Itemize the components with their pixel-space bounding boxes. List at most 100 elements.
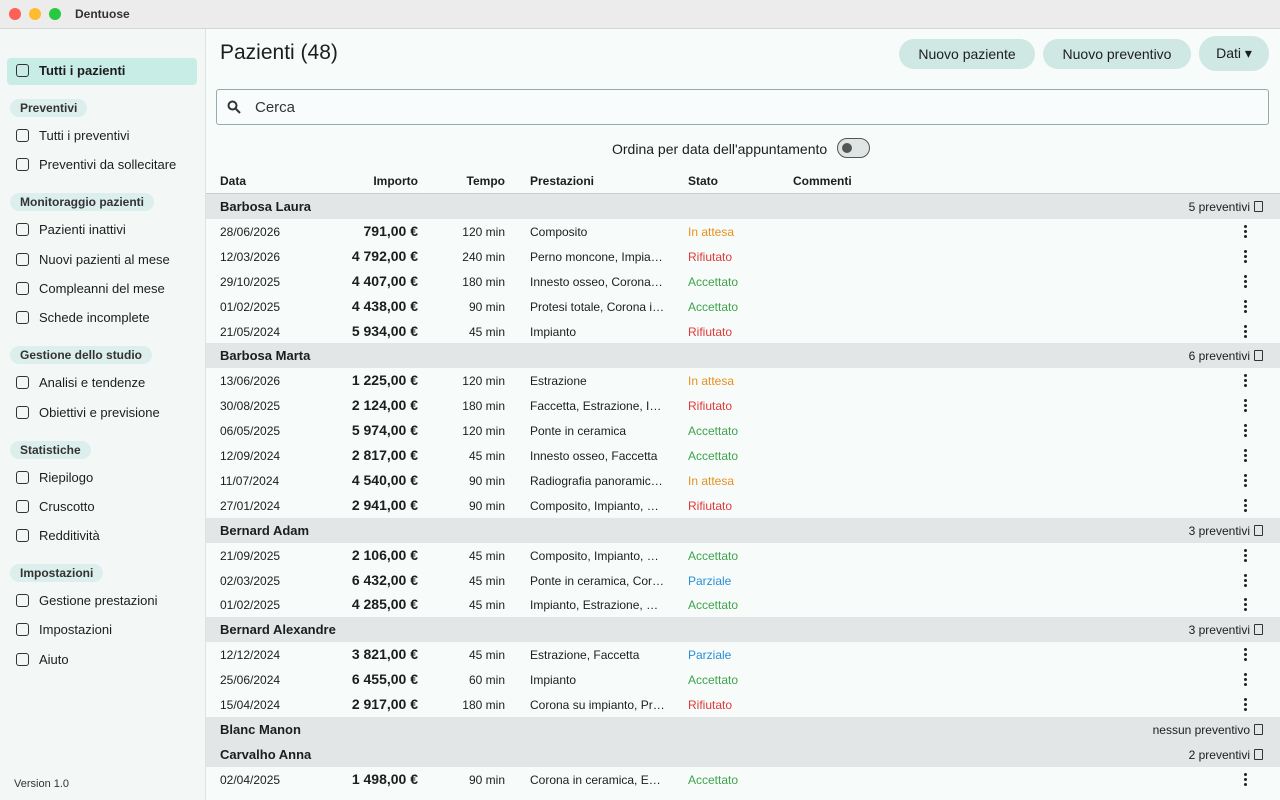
- row-menu[interactable]: [1244, 324, 1248, 339]
- status: Accettato: [688, 424, 739, 439]
- date: 25/06/2024: [220, 673, 281, 688]
- row-menu[interactable]: [1244, 548, 1248, 563]
- nav-item[interactable]: Analisi e tendenze: [39, 375, 146, 391]
- date: 30/08/2025: [220, 399, 281, 414]
- minimize-button[interactable]: [29, 8, 41, 20]
- services: Protesi totale, Corona i…: [530, 299, 665, 314]
- row-menu[interactable]: [1244, 498, 1248, 513]
- row-menu[interactable]: [1244, 224, 1248, 239]
- nav-icon: [16, 252, 29, 266]
- row-menu[interactable]: [1244, 673, 1248, 687]
- nav-item[interactable]: Riepilogo: [39, 469, 94, 485]
- delete-icon[interactable]: [1254, 350, 1263, 362]
- amount: 6 432,00 €: [351, 571, 418, 588]
- nav-item[interactable]: Schede incomplete: [39, 310, 150, 326]
- status: Accettato: [688, 449, 739, 463]
- row-menu[interactable]: [1244, 648, 1248, 662]
- amount: 2 941,00 €: [351, 496, 418, 513]
- date: 12/09/2024: [220, 449, 281, 463]
- nav-item[interactable]: Tutti i preventivi: [39, 128, 130, 143]
- row-menu[interactable]: [1244, 274, 1248, 289]
- menu-dot: [1244, 678, 1247, 682]
- duration: 45 min: [468, 548, 505, 563]
- amount: 5 934,00 €: [351, 322, 418, 339]
- duration: 45 min: [468, 648, 505, 663]
- nav-item[interactable]: Obiettivi e previsione: [39, 404, 160, 420]
- duration: 90 min: [468, 473, 505, 488]
- row-menu[interactable]: [1244, 249, 1248, 264]
- nav-item[interactable]: Preventivi da sollecitare: [39, 157, 177, 173]
- row-menu[interactable]: [1244, 598, 1248, 612]
- menu-dot: [1244, 608, 1247, 612]
- patient-name[interactable]: Barbosa Marta: [220, 348, 311, 364]
- new-patient-button[interactable]: Nuovo paziente: [899, 39, 1035, 69]
- nav-item[interactable]: Gestione prestazioni: [39, 593, 158, 609]
- status: Accettato: [688, 772, 739, 787]
- delete-icon[interactable]: [1254, 748, 1263, 760]
- menu-dot: [1244, 324, 1247, 328]
- close-button[interactable]: [9, 8, 21, 20]
- column-header: Data: [220, 174, 247, 188]
- duration: 180 min: [462, 399, 505, 414]
- row-menu[interactable]: [1244, 449, 1248, 463]
- nav-icon: [16, 623, 29, 637]
- nav-icon: [16, 158, 29, 172]
- menu-dot: [1244, 508, 1247, 512]
- menu-dot: [1244, 772, 1247, 776]
- row-menu[interactable]: [1244, 698, 1248, 712]
- row-menu[interactable]: [1244, 772, 1248, 787]
- status: Accettato: [688, 299, 739, 314]
- menu-dot: [1244, 379, 1247, 383]
- nav-item[interactable]: Compleanni del mese: [39, 280, 165, 296]
- amount: 1 498,00 €: [351, 770, 418, 787]
- search-box[interactable]: Cerca: [216, 89, 1269, 125]
- patient-group-header: [206, 517, 1280, 543]
- menu-dot: [1244, 424, 1247, 428]
- patient-name[interactable]: Barbosa Laura: [220, 199, 312, 214]
- nav-item[interactable]: Aiuto: [39, 651, 69, 667]
- status: In attesa: [688, 224, 735, 239]
- patient-name[interactable]: Bernard Alexandre: [220, 622, 336, 638]
- patient-name[interactable]: Bernard Adam: [220, 522, 310, 538]
- amount: 4 438,00 €: [351, 297, 418, 314]
- services: Ponte in ceramica: [530, 424, 627, 439]
- menu-dot: [1244, 583, 1247, 587]
- sort-toggle[interactable]: [837, 138, 870, 158]
- row-menu[interactable]: [1244, 374, 1248, 388]
- data-menu-button[interactable]: Dati ▾: [1199, 36, 1269, 71]
- nav-item[interactable]: Tutti i pazienti: [39, 63, 126, 78]
- duration: 90 min: [468, 772, 505, 787]
- nav-icon: [16, 652, 29, 666]
- status: Rifiutato: [688, 399, 733, 414]
- date: 12/03/2026: [220, 249, 281, 264]
- menu-dot: [1244, 449, 1247, 452]
- delete-icon[interactable]: [1254, 624, 1263, 636]
- nav-item[interactable]: Pazienti inattivi: [39, 222, 126, 238]
- menu-dot: [1244, 548, 1247, 552]
- status: Rifiutato: [688, 249, 733, 264]
- nav-item[interactable]: Cruscotto: [39, 498, 95, 514]
- nav-item[interactable]: Redditività: [39, 528, 100, 544]
- menu-dot: [1244, 459, 1247, 462]
- duration: 120 min: [462, 374, 505, 389]
- amount: 791,00 €: [363, 222, 419, 239]
- date: 21/09/2025: [220, 548, 281, 563]
- menu-dot: [1244, 334, 1247, 338]
- delete-icon[interactable]: [1254, 201, 1263, 212]
- patient-name[interactable]: Blanc Manon: [220, 721, 301, 737]
- row-menu[interactable]: [1244, 473, 1248, 488]
- nav-item[interactable]: Impostazioni: [39, 622, 112, 638]
- row-menu[interactable]: [1244, 399, 1248, 413]
- row-menu[interactable]: [1244, 573, 1248, 588]
- zoom-button[interactable]: [49, 8, 61, 20]
- status: Rifiutato: [688, 498, 733, 513]
- row-menu[interactable]: [1244, 424, 1248, 438]
- delete-icon[interactable]: [1254, 723, 1263, 735]
- new-quote-button[interactable]: Nuovo preventivo: [1043, 39, 1191, 69]
- delete-icon[interactable]: [1254, 524, 1263, 536]
- menu-dot: [1244, 598, 1247, 602]
- nav-item[interactable]: Nuovi pazienti al mese: [39, 251, 170, 267]
- patient-name[interactable]: Carvalho Anna: [220, 746, 312, 762]
- menu-dot: [1244, 777, 1247, 781]
- row-menu[interactable]: [1244, 299, 1248, 314]
